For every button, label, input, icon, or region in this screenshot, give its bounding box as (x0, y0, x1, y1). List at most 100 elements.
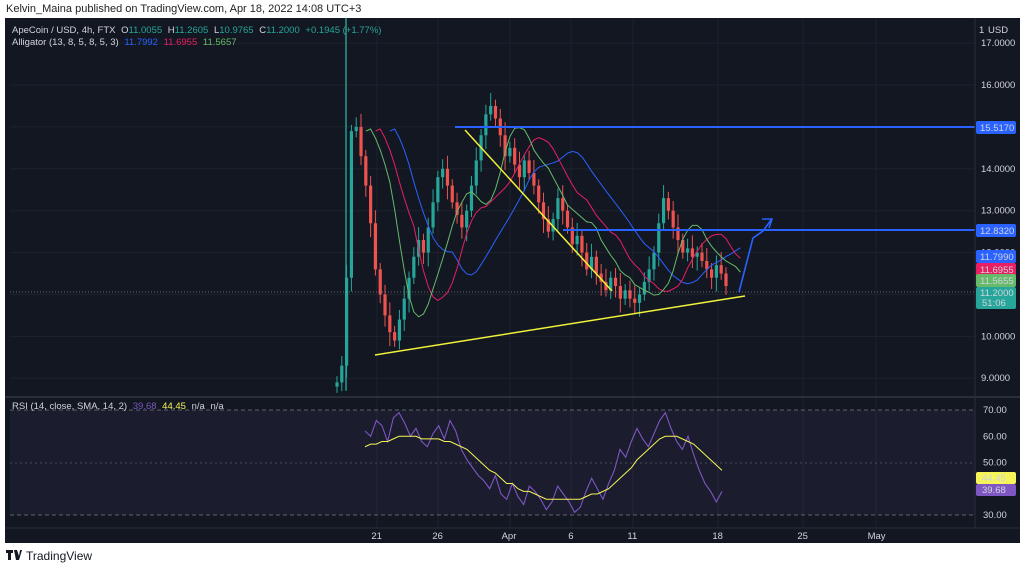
alligator-jaw-line (389, 128, 741, 285)
candle-body-31 (484, 114, 488, 136)
footer-brand-text: TradingView (26, 549, 93, 563)
candle-body-68 (661, 198, 666, 224)
descending-trendline[interactable] (464, 129, 613, 292)
price-axis-top-tick: 1 (979, 25, 984, 36)
candle-body-25 (455, 202, 459, 215)
candle-body-59 (618, 286, 622, 299)
candle-body-15 (407, 277, 411, 299)
ascending-trendline[interactable] (374, 295, 746, 356)
time-label-4: 11 (627, 531, 637, 542)
candle-body-40 (527, 160, 531, 173)
badge-rsi-value: 39.68 (976, 484, 1016, 496)
legend-rsi-value: 39.68 (133, 401, 157, 412)
candle-body-48 (565, 210, 570, 228)
candle-body-51 (580, 235, 584, 253)
candle-body-10 (383, 294, 387, 316)
candle-body-33 (493, 105, 498, 119)
candle-body-74 (690, 248, 694, 257)
candle-body-13 (397, 319, 402, 341)
legend-alligator-teeth: 11.6955 (164, 37, 198, 48)
candle-body-77 (705, 260, 709, 270)
time-label-2: Apr (502, 531, 517, 542)
candle-body-3 (349, 131, 354, 278)
rsi-band-background (10, 410, 975, 515)
candle-body-49 (570, 227, 574, 245)
candle-body-16 (412, 256, 416, 278)
price-axis-ticks: 17.000016.000015.000014.000013.000012.00… (981, 38, 1015, 384)
legend-l-value: 10.9765 (219, 25, 253, 36)
legend-change: +0.1945 (+1.77%) (305, 25, 381, 36)
time-label-6: 25 (797, 531, 808, 542)
time-label-5: 18 (712, 531, 723, 542)
time-label-3: 6 (568, 531, 573, 542)
candle-body-81 (724, 273, 728, 287)
candlesticks (335, 18, 728, 393)
rsi-tick-2: 50.00 (983, 458, 1007, 469)
candle-body-73 (685, 248, 690, 253)
time-label-7: May (868, 531, 886, 542)
alligator-teeth-line (375, 128, 741, 302)
legend-symbol: ApeCoin / USD, 4h, FTX (12, 25, 116, 36)
price-tick-0: 17.0000 (981, 38, 1015, 49)
candle-body-67 (657, 223, 661, 253)
alligator-lines (365, 127, 741, 318)
candle-body-4 (354, 126, 358, 132)
candle-body-52 (585, 252, 589, 270)
candle-body-58 (613, 277, 618, 287)
footer-brand[interactable]: TradingView (6, 549, 92, 563)
legend-alligator-jaw: 11.7992 (124, 37, 158, 48)
svg-text:11.7990: 11.7990 (980, 252, 1014, 263)
candle-body-9 (378, 269, 382, 295)
candle-body-53 (589, 256, 594, 270)
candle-body-5 (359, 126, 363, 157)
legend-rsi-label: RSI (14, close, SMA, 14, 2) (12, 401, 127, 412)
candle-body-54 (594, 256, 598, 274)
candle-body-42 (537, 185, 541, 203)
rsi-tick-4: 30.00 (983, 510, 1007, 521)
rsi-tick-1: 60.00 (983, 431, 1007, 442)
svg-text:39.68: 39.68 (982, 485, 1006, 496)
grid-lines (10, 18, 975, 528)
svg-text:Alligator (13, 8, 5, 8, 5, 3): Alligator (13, 8, 5, 8, 5, 3) 11.7992 11… (12, 37, 237, 48)
candle-body-11 (388, 315, 392, 333)
badge-resistance-mid: 12.8320 (976, 224, 1016, 237)
candle-body-22 (441, 168, 445, 178)
time-label-0: 21 (371, 531, 382, 542)
svg-text:15.5170: 15.5170 (980, 123, 1014, 134)
legend-rsi-sma: 44.45 (162, 401, 186, 412)
candle-body-1 (340, 365, 344, 383)
candle-body-56 (604, 281, 608, 291)
alligator-lips-line (365, 127, 741, 318)
candle-body-39 (522, 160, 526, 178)
legend-h-label: H (168, 25, 175, 36)
price-axis-currency: USD (988, 25, 1008, 36)
candle-body-20 (431, 202, 435, 228)
candle-body-24 (450, 185, 454, 203)
candle-body-64 (642, 281, 646, 295)
candle-body-65 (647, 269, 651, 282)
publisher-header: Kelvin_Maina published on TradingView.co… (6, 3, 362, 15)
rsi-sma-line (364, 435, 723, 500)
legend-rsi-na1: n/a (192, 401, 206, 412)
candle-body-57 (609, 277, 613, 291)
candle-body-12 (393, 332, 397, 341)
projection-arrow[interactable] (738, 219, 772, 293)
svg-text:11.5655: 11.5655 (980, 276, 1014, 287)
legend-alligator-lips: 11.5657 (203, 37, 237, 48)
legend-o-value: 11.0055 (129, 25, 163, 36)
price-tick-7: 10.0000 (981, 331, 1015, 342)
candle-body-7 (369, 185, 373, 224)
legend-c-value: 11.2000 (266, 25, 300, 36)
candle-body-71 (676, 227, 680, 241)
candle-body-78 (709, 269, 714, 278)
legend-h-value: 11.2605 (175, 25, 209, 36)
candle-body-76 (700, 252, 704, 261)
legend-rsi-na2: n/a (210, 401, 224, 412)
price-tick-8: 9.0000 (981, 373, 1010, 384)
candle-body-27 (465, 210, 469, 228)
candle-body-44 (546, 219, 550, 232)
candle-body-23 (445, 168, 450, 186)
legend-o-label: O (121, 25, 128, 36)
